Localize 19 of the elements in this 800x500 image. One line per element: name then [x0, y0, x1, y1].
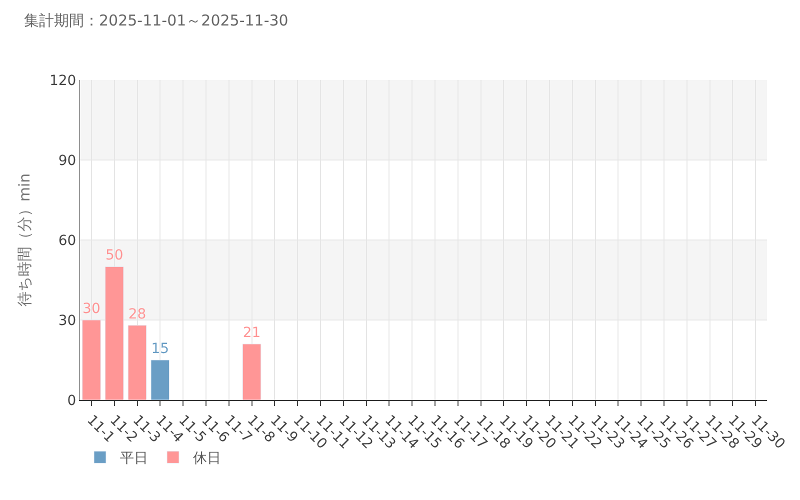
- y-tick-label: 90: [58, 152, 76, 169]
- bar: [104, 266, 124, 400]
- bar: [82, 320, 101, 400]
- bar: [128, 325, 147, 400]
- chart-title: 集計期間：2025-11-01～2025-11-30: [24, 12, 288, 30]
- y-tick-label: 30: [58, 312, 76, 329]
- y-tick-label: 0: [67, 392, 76, 409]
- data-label: 21: [242, 325, 261, 341]
- bar: [150, 360, 170, 400]
- bar: [242, 344, 262, 400]
- y-axis-title: 待ち時間（分）min: [16, 173, 34, 307]
- data-label: 28: [128, 306, 146, 322]
- data-label: 50: [105, 248, 124, 264]
- legend-label: 休日: [193, 450, 221, 467]
- data-label: 15: [151, 341, 170, 357]
- y-tick-label: 60: [58, 232, 76, 249]
- data-label: 30: [82, 301, 100, 317]
- y-tick-label: 120: [49, 72, 76, 89]
- legend-label: 平日: [120, 450, 148, 467]
